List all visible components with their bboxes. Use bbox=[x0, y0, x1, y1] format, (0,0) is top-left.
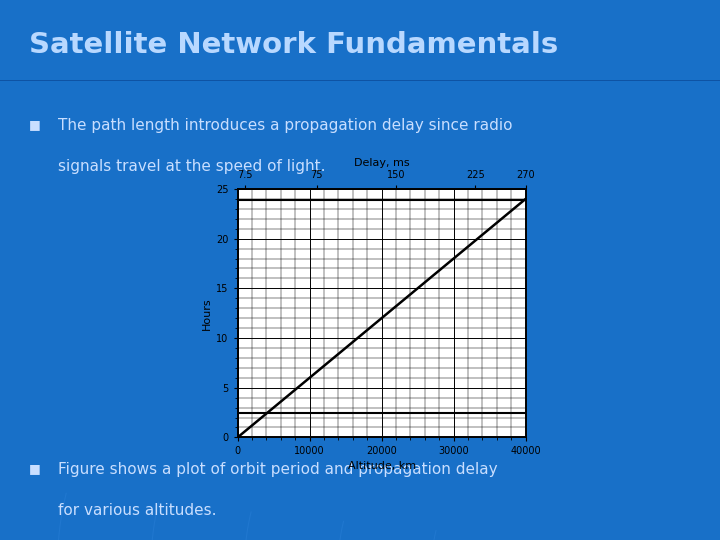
X-axis label: Altitude, km: Altitude, km bbox=[348, 461, 415, 470]
Text: signals travel at the speed of light.: signals travel at the speed of light. bbox=[58, 159, 325, 174]
Text: Satellite Network Fundamentals: Satellite Network Fundamentals bbox=[29, 31, 558, 58]
Y-axis label: Hours: Hours bbox=[202, 297, 212, 329]
Text: ■: ■ bbox=[29, 118, 40, 131]
Text: The path length introduces a propagation delay since radio: The path length introduces a propagation… bbox=[58, 118, 512, 133]
Text: Figure shows a plot of orbit period and propagation delay: Figure shows a plot of orbit period and … bbox=[58, 462, 498, 477]
Text: ■: ■ bbox=[29, 462, 40, 475]
Text: for various altitudes.: for various altitudes. bbox=[58, 503, 216, 518]
X-axis label: Delay, ms: Delay, ms bbox=[354, 158, 410, 168]
